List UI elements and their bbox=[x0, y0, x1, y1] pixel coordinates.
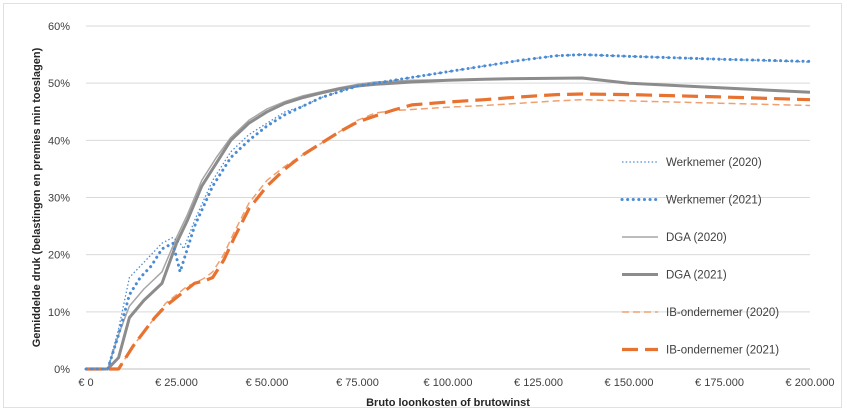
x-tick-label: € 50.000 bbox=[246, 377, 289, 389]
x-axis-title: Bruto loonkosten of brutowinst bbox=[366, 397, 530, 409]
y-tick-label: 30% bbox=[48, 193, 70, 205]
legend-label: DGA (2020) bbox=[666, 232, 727, 244]
legend-label: IB-ondernemer (2020) bbox=[666, 307, 779, 319]
y-tick-label: 50% bbox=[48, 78, 70, 90]
legend-label: IB-ondernemer (2021) bbox=[666, 345, 779, 357]
legend-label: Werknemer (2021) bbox=[666, 195, 762, 207]
legend-entry: DGA (2021) bbox=[622, 270, 727, 282]
legend-label: Werknemer (2020) bbox=[666, 157, 762, 169]
y-tick-label: 0% bbox=[54, 364, 70, 376]
legend-label: DGA (2021) bbox=[666, 270, 727, 282]
x-tick-label: € 125.000 bbox=[514, 377, 563, 389]
series-line bbox=[86, 92, 811, 371]
y-axis-title: Gemiddelde druk (belastingen en premies … bbox=[31, 47, 43, 347]
x-tick-label: € 100.000 bbox=[424, 377, 473, 389]
x-tick-label: € 175.000 bbox=[695, 377, 744, 389]
x-tick-label: € 150.000 bbox=[605, 377, 654, 389]
series-lines bbox=[84, 53, 812, 371]
x-tick-label: € 25.000 bbox=[155, 377, 198, 389]
x-tick-label: € 0 bbox=[78, 377, 93, 389]
series-line bbox=[86, 98, 811, 370]
legend-entry: DGA (2020) bbox=[622, 232, 727, 244]
gridlines bbox=[86, 25, 810, 313]
series-line bbox=[84, 53, 812, 371]
y-tick-label: 40% bbox=[48, 135, 70, 147]
axes: 0% 10% 20% 30% 40% 50% 60% € 0 € 25.000 € 50.000 €… bbox=[48, 21, 835, 389]
series-line bbox=[86, 77, 811, 370]
legend: Werknemer (2020) Werknemer (2021) DGA (202… bbox=[620, 157, 779, 357]
legend-entry: Werknemer (2021) bbox=[620, 195, 762, 207]
y-tick-label: 20% bbox=[48, 250, 70, 262]
series-line bbox=[86, 76, 811, 371]
series-line bbox=[86, 53, 811, 370]
legend-entry: IB-ondernemer (2020) bbox=[622, 307, 779, 319]
y-tick-label: 10% bbox=[48, 307, 70, 319]
legend-entry: IB-ondernemer (2021) bbox=[622, 345, 779, 357]
legend-entry: Werknemer (2020) bbox=[622, 157, 762, 169]
chart-frame bbox=[3, 3, 842, 408]
x-tick-label: € 200.000 bbox=[786, 377, 835, 389]
x-tick-label: € 75.000 bbox=[336, 377, 379, 389]
y-tick-label: 60% bbox=[48, 21, 70, 33]
